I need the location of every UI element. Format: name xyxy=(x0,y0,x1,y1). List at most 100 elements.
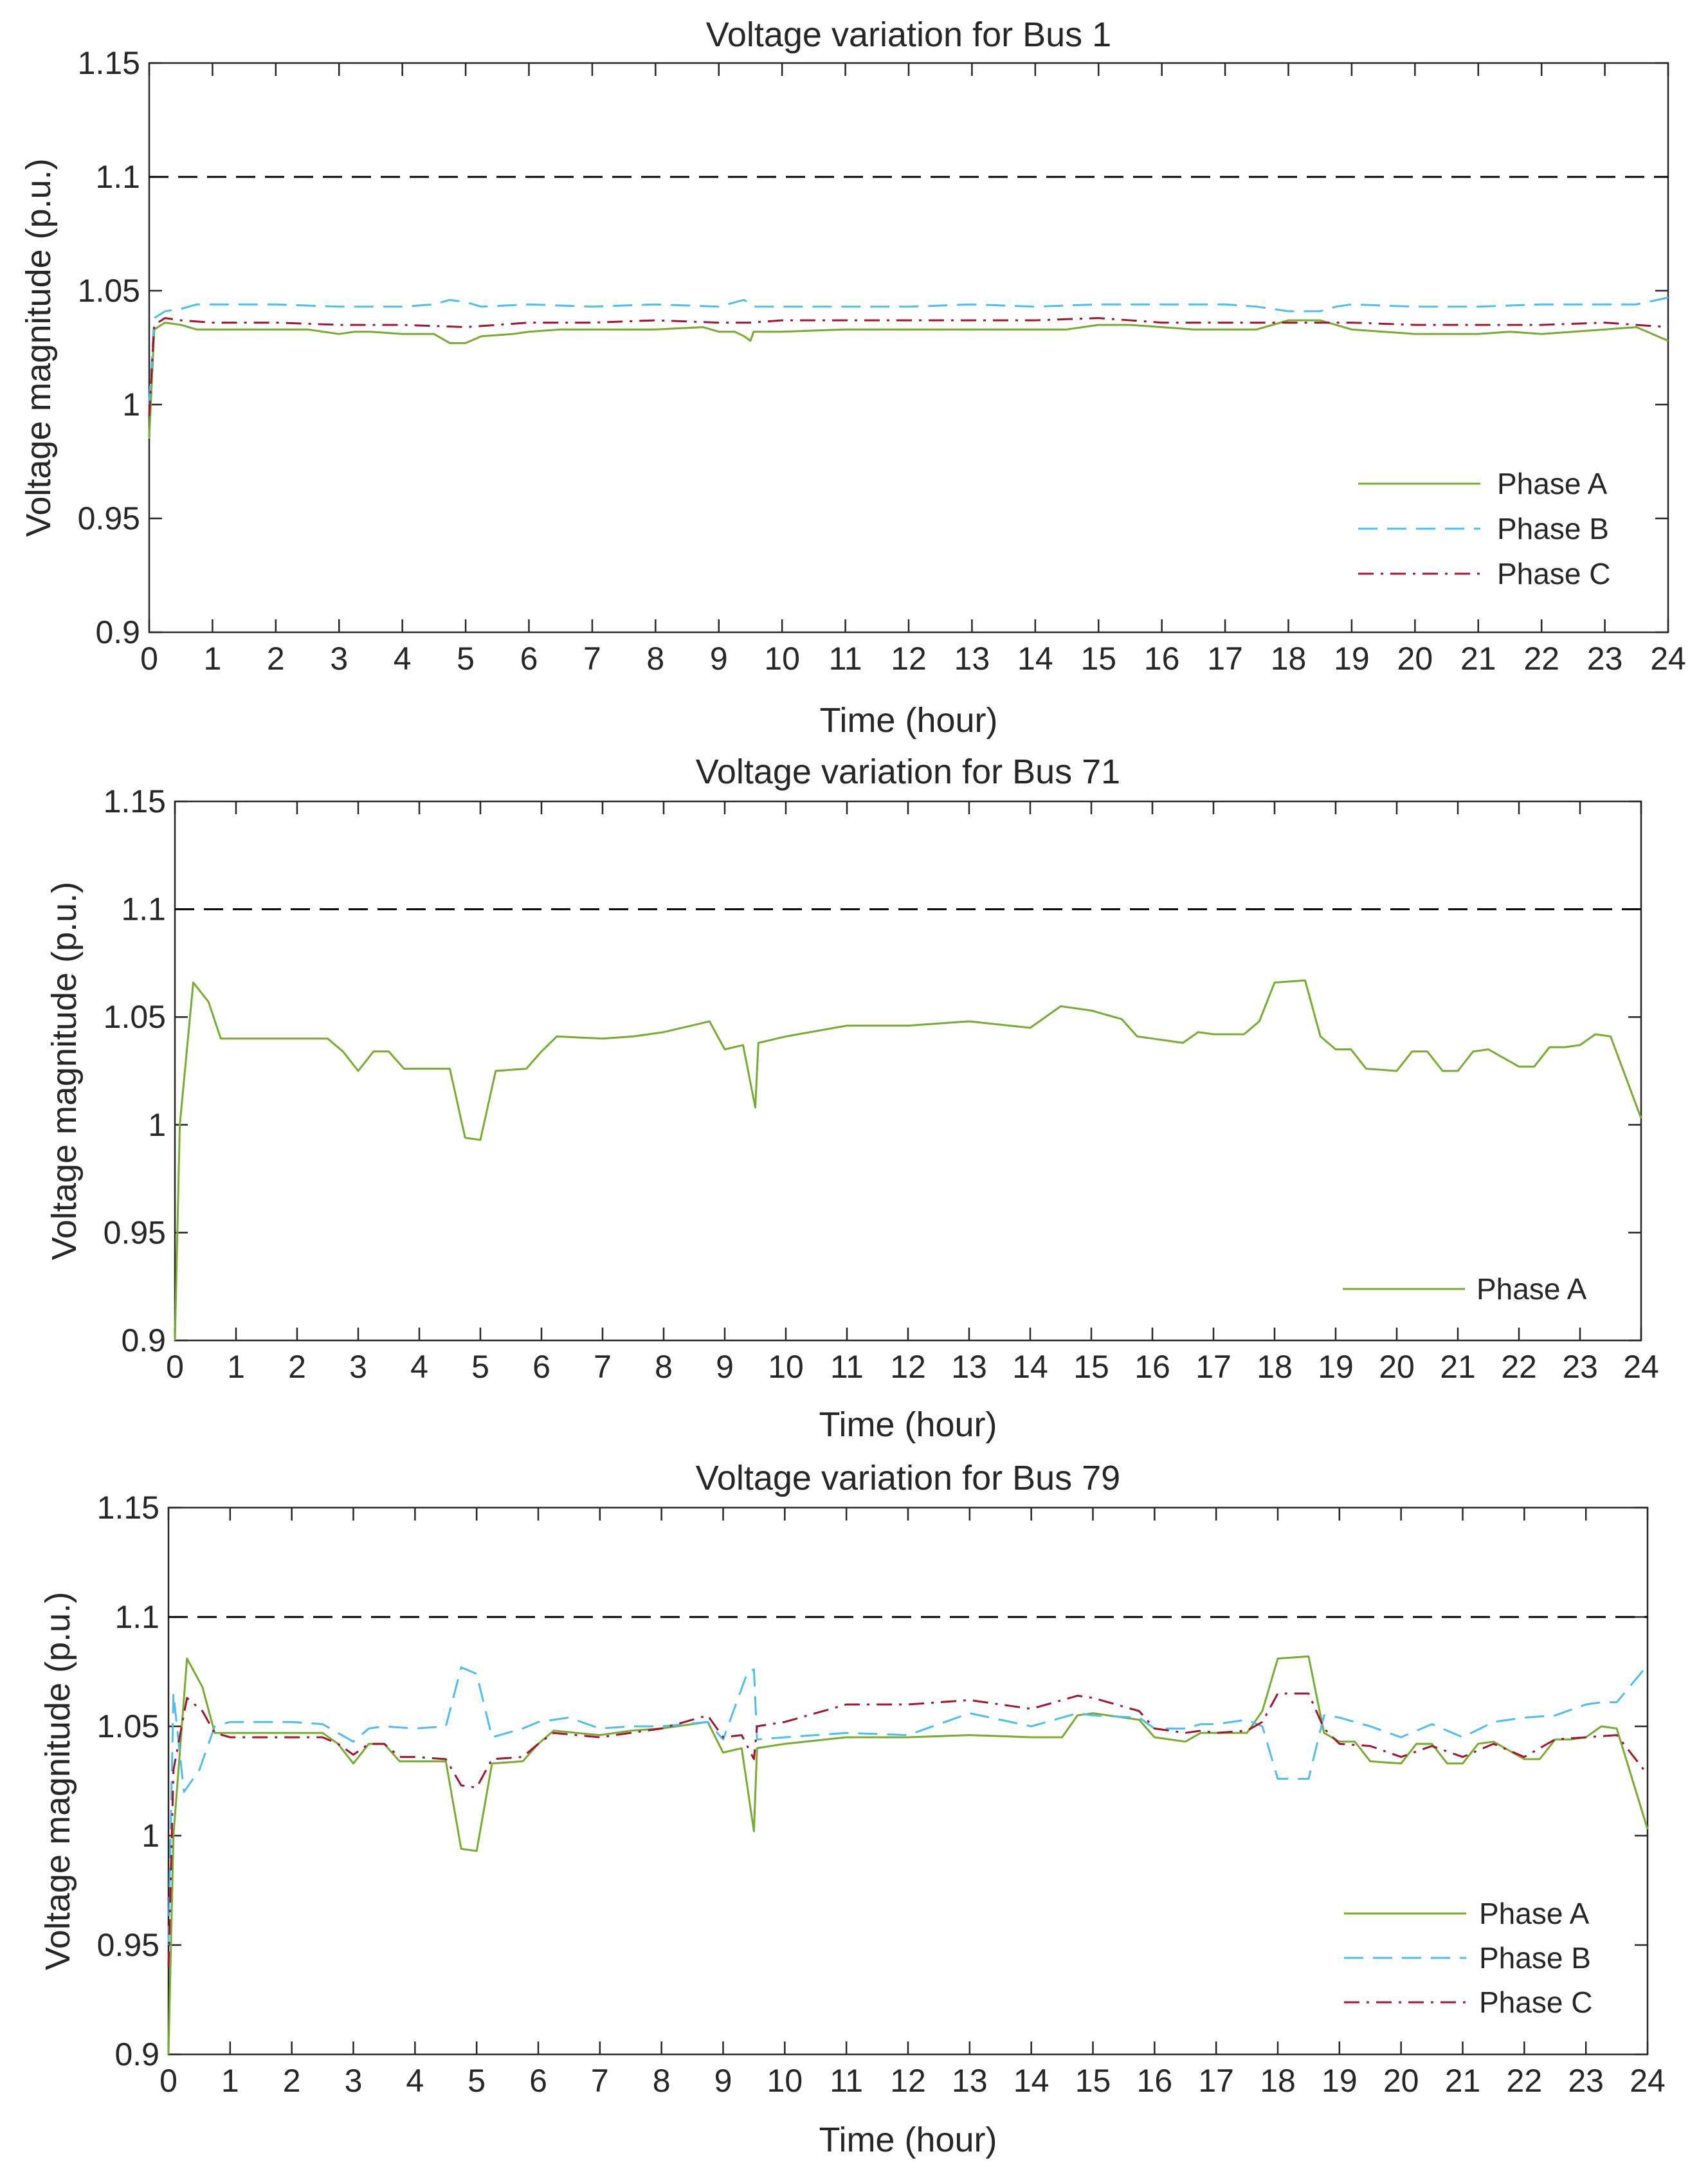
x-tick-label: 1 xyxy=(221,2063,239,2099)
chart-panel-2: Voltage variation for Bus 710 1 2 3 4 5 6 7 8 9 10… xyxy=(45,753,1659,1444)
series-line-phase-c xyxy=(148,317,1669,416)
y-tick-label: 1.1 xyxy=(114,1599,159,1635)
series-line-phase-a xyxy=(174,979,1642,1341)
y-tick-label: 1.1 xyxy=(121,891,166,927)
y-tick-label: 1.05 xyxy=(78,273,140,309)
x-tick-label: 20 xyxy=(1397,641,1433,677)
y-tick-label: 0.95 xyxy=(97,1927,159,1963)
x-tick-label: 13 xyxy=(951,1349,987,1385)
y-axis-label: Voltage magnitude (p.u.) xyxy=(45,882,84,1260)
x-tick-label: 5 xyxy=(457,641,475,677)
y-tick-label: 0.95 xyxy=(104,1214,166,1250)
x-tick-label: 4 xyxy=(394,641,412,677)
series-line-phase-b xyxy=(148,297,1669,405)
y-tick-label: 0.9 xyxy=(114,2036,159,2072)
series-line-phase-a xyxy=(148,319,1669,439)
x-tick-label: 9 xyxy=(714,2063,732,2099)
x-tick-label: 22 xyxy=(1523,641,1559,677)
x-tick-label: 23 xyxy=(1562,1349,1598,1385)
x-tick-label: 10 xyxy=(764,641,800,677)
x-axis-label: Time (hour) xyxy=(819,2121,997,2159)
x-tick-label: 21 xyxy=(1460,641,1496,677)
legend-label: Phase A xyxy=(1476,1272,1587,1306)
x-tick-label: 19 xyxy=(1318,1349,1354,1385)
x-tick-label: 12 xyxy=(891,641,927,677)
x-tick-label: 2 xyxy=(283,2063,301,2099)
legend-label: Phase B xyxy=(1479,1941,1591,1975)
x-tick-label: 0 xyxy=(159,2063,177,2099)
legend: Phase A Phase B Phase C xyxy=(1344,1897,1592,2019)
y-tick-label: 1.15 xyxy=(78,45,140,81)
y-axis-label: Voltage magnitude (p.u.) xyxy=(19,158,58,536)
x-tick-label: 17 xyxy=(1198,2063,1234,2099)
x-tick-label: 8 xyxy=(653,2063,671,2099)
x-tick-label: 2 xyxy=(267,641,285,677)
y-tick-label: 1 xyxy=(141,1818,159,1854)
x-tick-label: 9 xyxy=(716,1349,734,1385)
legend-label: Phase C xyxy=(1479,1986,1592,2019)
x-tick-label: 7 xyxy=(583,641,601,677)
x-tick-label: 9 xyxy=(710,641,728,677)
x-tick-label: 20 xyxy=(1383,2063,1419,2099)
series-line-phase-b xyxy=(167,1664,1649,1946)
x-tick-label: 3 xyxy=(330,641,348,677)
x-tick-label: 11 xyxy=(830,1349,864,1385)
x-tick-label: 12 xyxy=(890,2063,926,2099)
x-tick-label: 6 xyxy=(532,1349,550,1385)
x-tick-label: 24 xyxy=(1650,641,1686,677)
x-tick-label: 4 xyxy=(410,1349,428,1385)
series-line-phase-c xyxy=(167,1692,1649,1968)
x-tick-label: 15 xyxy=(1073,1349,1109,1385)
x-tick-label: 0 xyxy=(140,641,158,677)
x-tick-label: 0 xyxy=(166,1349,184,1385)
x-tick-label: 16 xyxy=(1134,1349,1170,1385)
x-tick-label: 4 xyxy=(406,2063,424,2099)
x-tick-label: 22 xyxy=(1507,2063,1543,2099)
legend: Phase A Phase B Phase C xyxy=(1358,467,1610,590)
x-tick-label: 7 xyxy=(591,2063,609,2099)
x-tick-label: 11 xyxy=(830,2063,863,2099)
x-tick-label: 24 xyxy=(1623,1349,1659,1385)
x-tick-label: 20 xyxy=(1379,1349,1415,1385)
x-axis-label: Time (hour) xyxy=(819,701,997,740)
x-tick-label: 5 xyxy=(471,1349,489,1385)
x-tick-label: 21 xyxy=(1440,1349,1476,1385)
x-tick-label: 23 xyxy=(1587,641,1623,677)
legend-label: Phase B xyxy=(1497,512,1609,545)
x-tick-label: 3 xyxy=(349,1349,367,1385)
x-tick-label: 17 xyxy=(1207,641,1243,677)
x-tick-label: 17 xyxy=(1195,1349,1231,1385)
chart-panel-1: Voltage variation for Bus 10 1 2 3 4 5 6 7 8 9 10 1… xyxy=(19,15,1686,740)
x-tick-label: 13 xyxy=(952,2063,988,2099)
y-tick-label: 1 xyxy=(122,387,140,423)
legend-label: Phase A xyxy=(1479,1897,1590,1930)
x-tick-label: 1 xyxy=(204,641,222,677)
x-tick-label: 6 xyxy=(520,641,538,677)
x-tick-label: 15 xyxy=(1080,641,1116,677)
y-tick-label: 1 xyxy=(148,1107,166,1143)
x-tick-label: 12 xyxy=(890,1349,926,1385)
x-tick-label: 10 xyxy=(767,2063,803,2099)
x-tick-label: 14 xyxy=(1012,1349,1048,1385)
y-tick-label: 0.9 xyxy=(121,1322,166,1358)
x-tick-label: 7 xyxy=(594,1349,612,1385)
legend-label: Phase C xyxy=(1497,557,1610,590)
x-tick-label: 18 xyxy=(1260,2063,1296,2099)
x-tick-label: 24 xyxy=(1630,2063,1666,2099)
legend: Phase A xyxy=(1343,1272,1587,1306)
chart-panel-3: Voltage variation for Bus 790 1 2 3 4 5 6 7 8 9 10… xyxy=(39,1459,1666,2159)
x-tick-label: 16 xyxy=(1144,641,1180,677)
x-tick-label: 10 xyxy=(768,1349,804,1385)
x-tick-label: 8 xyxy=(655,1349,673,1385)
y-tick-label: 1.05 xyxy=(104,999,166,1035)
x-axis-label: Time (hour) xyxy=(819,1405,997,1444)
y-tick-label: 1.1 xyxy=(95,159,140,195)
x-tick-label: 14 xyxy=(1013,2063,1049,2099)
x-tick-label: 5 xyxy=(468,2063,486,2099)
x-tick-label: 14 xyxy=(1017,641,1053,677)
y-tick-label: 0.95 xyxy=(78,500,140,536)
x-tick-label: 21 xyxy=(1445,2063,1481,2099)
x-tick-label: 6 xyxy=(529,2063,547,2099)
